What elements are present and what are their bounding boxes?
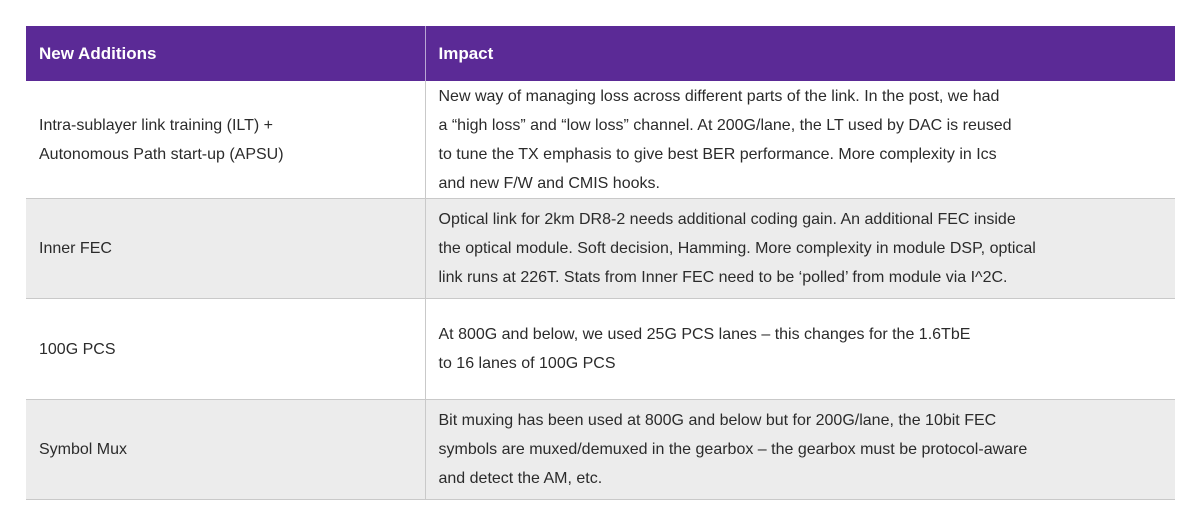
addition-text: Symbol Mux [39, 441, 128, 458]
impact-cell: Bit muxing has been used at 800G and bel… [425, 399, 1175, 500]
impact-cell: Optical link for 2km DR8-2 needs additio… [425, 198, 1175, 299]
comparison-table-container: New Additions Impact Intra-sublayer link… [26, 26, 1175, 500]
addition-text: Inner FEC [39, 240, 112, 257]
table-row: 100G PCS At 800G and below, we used 25G … [26, 298, 1175, 400]
header-new-additions: New Additions [26, 26, 426, 81]
impact-text: link runs at 226T. Stats from Inner FEC … [438, 269, 1008, 286]
addition-cell: Symbol Mux [26, 399, 426, 500]
new-additions-impact-table: New Additions Impact Intra-sublayer link… [26, 26, 1175, 500]
impact-cell: New way of managing loss across differen… [425, 81, 1175, 199]
table-row: Symbol Mux Bit muxing has been used at 8… [26, 399, 1175, 500]
impact-text: Bit muxing has been used at 800G and bel… [438, 412, 997, 429]
impact-text: Optical link for 2km DR8-2 needs additio… [438, 211, 1016, 228]
impact-text: At 800G and below, we used 25G PCS lanes… [438, 326, 971, 343]
table-header-row: New Additions Impact [26, 26, 1175, 81]
impact-text: and new F/W and CMIS hooks. [438, 174, 660, 192]
table-row: Inner FEC Optical link for 2km DR8-2 nee… [26, 198, 1175, 299]
impact-text: symbols are muxed/demuxed in the gearbox… [438, 441, 1028, 458]
impact-text: a “high loss” and “low loss” channel. At… [438, 116, 1012, 134]
addition-cell: Inner FEC [26, 198, 426, 299]
impact-text: New way of managing loss across differen… [438, 87, 1000, 105]
impact-cell: At 800G and below, we used 25G PCS lanes… [425, 298, 1175, 400]
header-impact: Impact [425, 26, 1175, 81]
table-row: Intra-sublayer link training (ILT) + Aut… [26, 81, 1175, 199]
impact-text: to tune the TX emphasis to give best BER… [438, 145, 997, 163]
addition-text: 100G PCS [39, 340, 116, 358]
addition-text: Autonomous Path start-up (APSU) [39, 145, 284, 163]
addition-cell: Intra-sublayer link training (ILT) + Aut… [26, 81, 426, 199]
addition-text: Intra-sublayer link training (ILT) + [39, 116, 274, 134]
addition-cell: 100G PCS [26, 298, 426, 400]
impact-text: to 16 lanes of 100G PCS [438, 355, 616, 372]
impact-text: and detect the AM, etc. [438, 470, 603, 487]
impact-text: the optical module. Soft decision, Hammi… [438, 240, 1036, 257]
